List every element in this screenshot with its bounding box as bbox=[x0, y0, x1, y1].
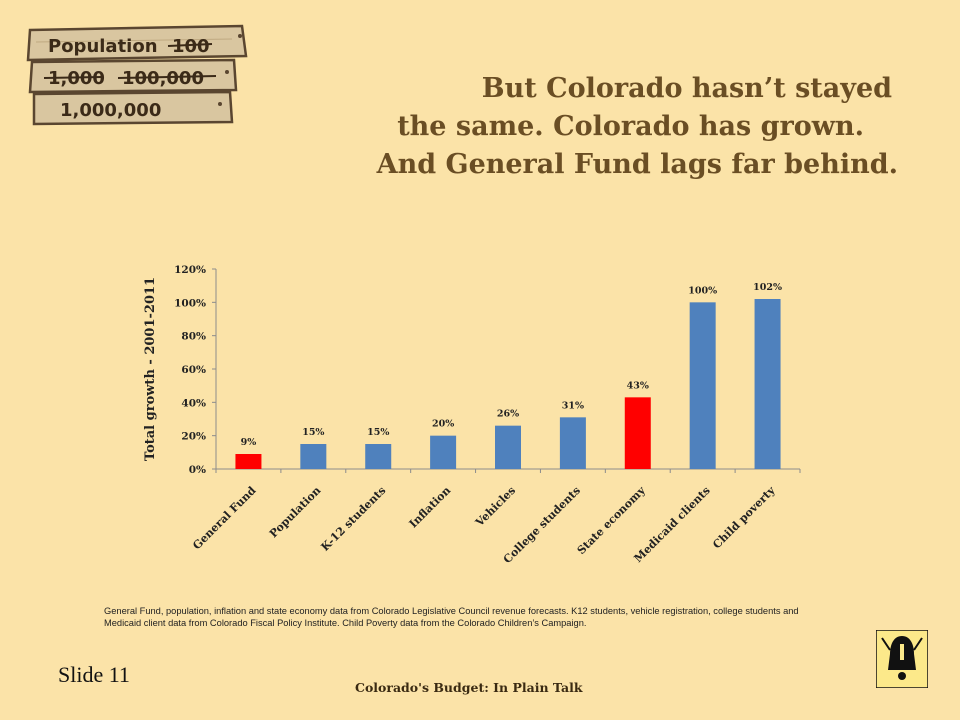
slide-number: Slide 11 bbox=[58, 662, 130, 687]
sign-word-population: Population bbox=[48, 36, 158, 57]
sign-board-middle bbox=[28, 58, 238, 94]
y-axis-title: Total growth - 2001-2011 bbox=[143, 277, 158, 461]
footer-title: Colorado's Budget: In Plain Talk bbox=[355, 680, 583, 695]
category-label: Vehicles bbox=[472, 484, 518, 530]
y-tick-label: 20% bbox=[181, 431, 206, 443]
bar-general-fund bbox=[235, 454, 262, 469]
category-label: Population bbox=[267, 484, 324, 541]
category-label: Child poverty bbox=[710, 484, 778, 552]
category-label: K-12 students bbox=[319, 484, 389, 554]
bar-college-students bbox=[559, 417, 586, 469]
y-tick-label: 80% bbox=[181, 331, 206, 343]
data-label: 43% bbox=[627, 380, 649, 391]
chart-bars bbox=[235, 299, 781, 469]
bar-vehicles bbox=[495, 425, 521, 469]
data-label: 102% bbox=[753, 282, 782, 293]
title-line-1: But Colorado hasn’t stayed bbox=[481, 73, 892, 104]
data-label: 15% bbox=[367, 427, 389, 438]
population-sign: Population 100 1,000 100,000 1,000,000 bbox=[26, 24, 248, 126]
sign-board-bottom bbox=[32, 90, 234, 126]
bar-population bbox=[300, 444, 327, 469]
y-tick-label: 60% bbox=[181, 364, 206, 376]
sign-number-100: 100 bbox=[172, 36, 210, 57]
title-line-3: And General Fund lags far behind. bbox=[376, 149, 898, 180]
y-tick-label: 40% bbox=[181, 397, 206, 409]
data-label: 20% bbox=[432, 419, 454, 430]
bar-medicaid-clients bbox=[689, 302, 716, 469]
category-label: State economy bbox=[575, 484, 649, 558]
y-tick-label: 0% bbox=[189, 464, 206, 476]
data-label: 9% bbox=[241, 437, 257, 448]
data-label: 31% bbox=[562, 400, 584, 411]
bar-child-poverty bbox=[754, 299, 781, 469]
bar-k-12-students bbox=[365, 444, 392, 469]
category-label: General Fund bbox=[190, 484, 259, 553]
data-label: 15% bbox=[302, 427, 324, 438]
sign-board-top bbox=[26, 24, 248, 62]
data-label: 100% bbox=[688, 285, 717, 296]
source-note: General Fund, population, inflation and … bbox=[104, 606, 799, 628]
bell-icon bbox=[876, 630, 928, 688]
sign-number-100000: 100,000 bbox=[122, 68, 204, 89]
sign-number-1000: 1,000 bbox=[48, 68, 105, 89]
category-label: Inflation bbox=[407, 484, 454, 531]
y-tick-label: 100% bbox=[174, 297, 206, 309]
sign-number-1000000: 1,000,000 bbox=[60, 100, 161, 121]
growth-bar-chart: 0% 20% 40% 60% 80% 100% 120% Total growth - 200… bbox=[143, 264, 801, 566]
slide-title: But Colorado hasn’t stayed the same. Col… bbox=[198, 70, 898, 184]
data-label: 26% bbox=[497, 409, 519, 420]
title-line-2: the same. Colorado has grown. bbox=[397, 111, 864, 142]
bar-inflation bbox=[430, 435, 457, 469]
y-tick-label: 120% bbox=[174, 264, 206, 276]
bar-state-economy bbox=[624, 397, 651, 469]
